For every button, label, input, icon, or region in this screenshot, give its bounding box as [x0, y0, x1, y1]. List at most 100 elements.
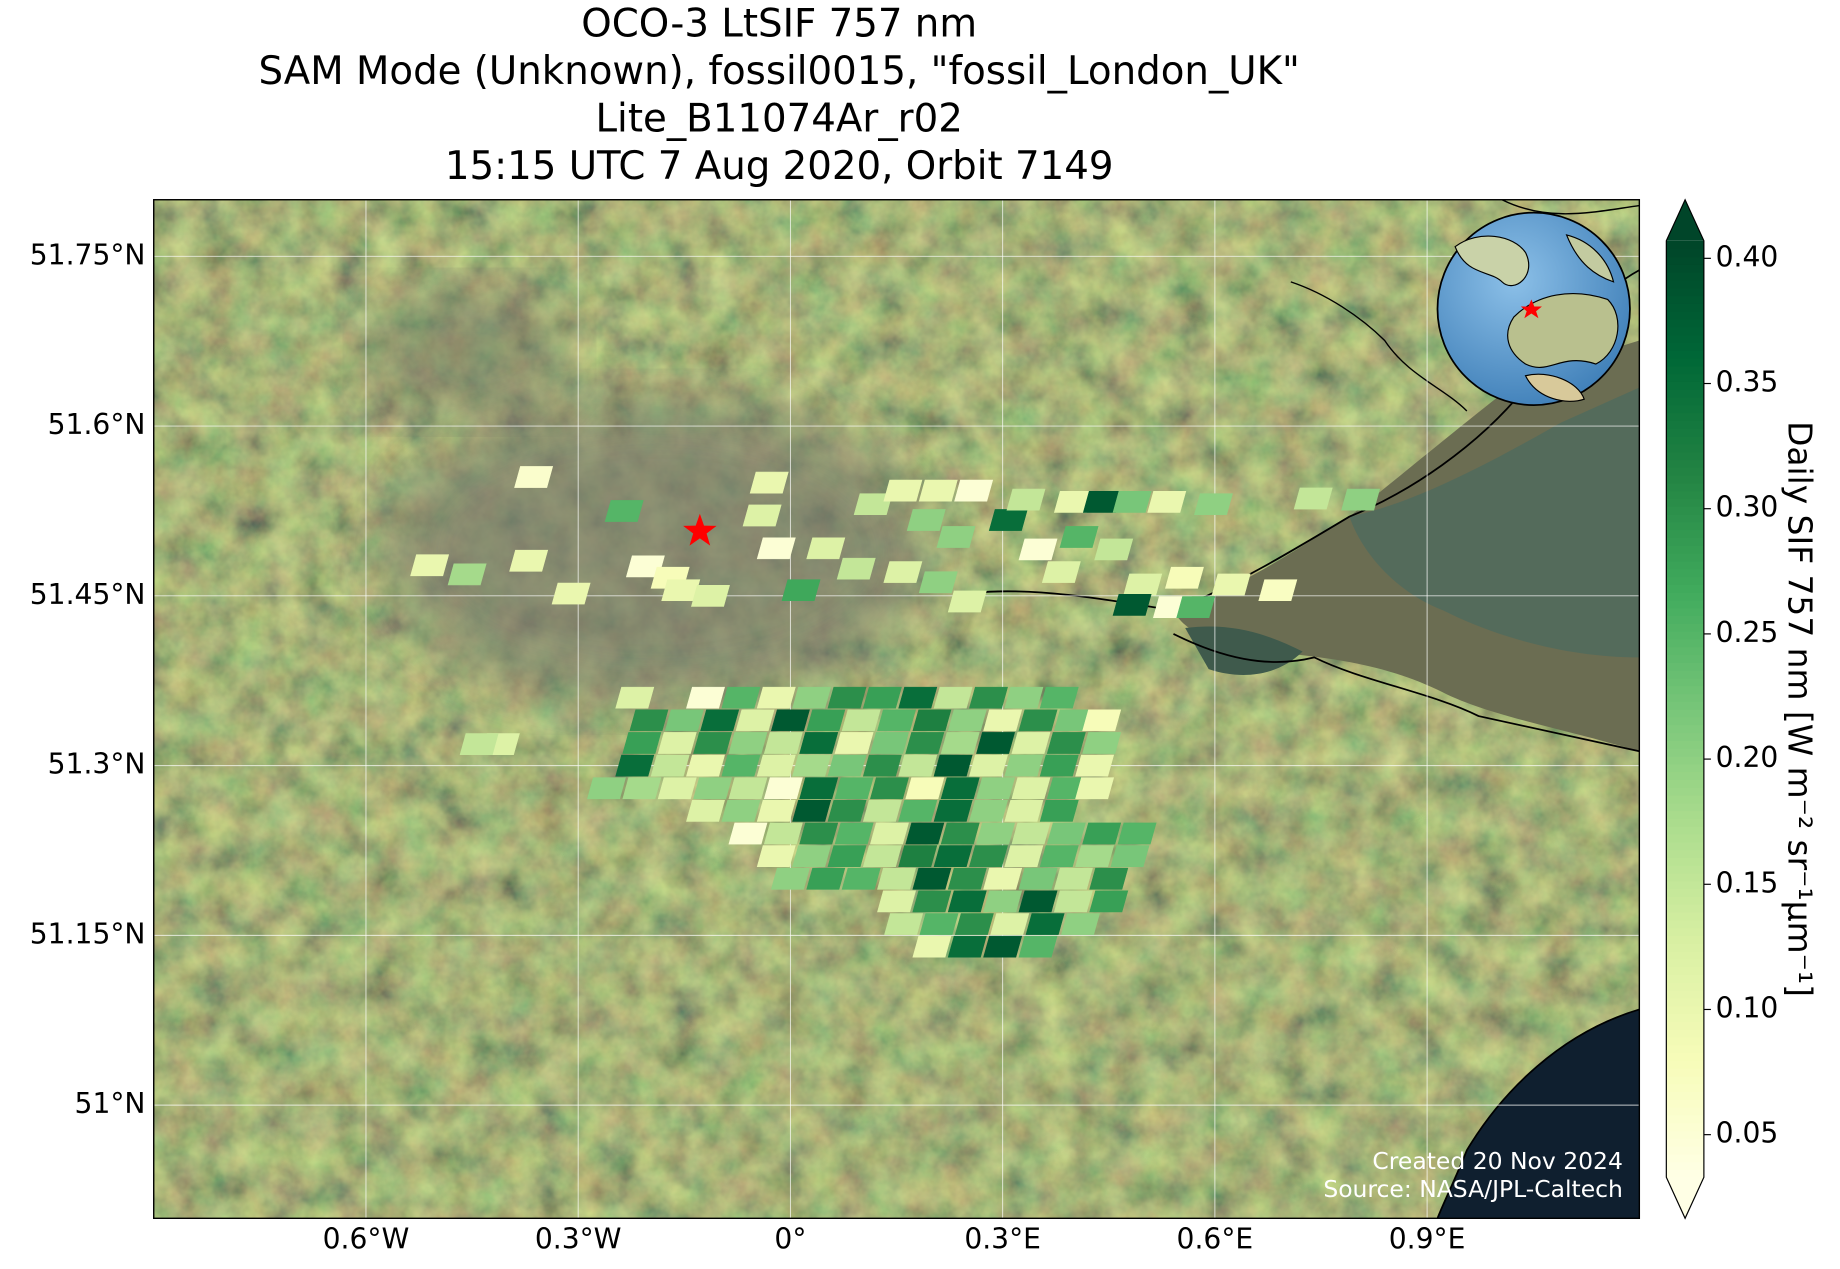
sif-footprint [933, 686, 973, 709]
sif-footprint [1075, 845, 1115, 867]
colorbar-segment [1666, 849, 1704, 858]
sif-footprint [877, 709, 916, 732]
colorbar-segment [1666, 576, 1704, 585]
sif-footprint [905, 732, 945, 754]
sif-footprint [834, 732, 874, 754]
sif-footprint [940, 777, 980, 800]
chart-title: OCO-3 LtSIF 757 nm [581, 2, 977, 47]
colorbar-segment [1666, 272, 1704, 281]
colorbar-segment [1666, 404, 1704, 414]
colorbar-segment [1666, 865, 1704, 874]
sif-footprint [1059, 526, 1099, 548]
colorbar-segment [1666, 896, 1704, 905]
sif-footprint [906, 509, 946, 531]
colorbar-segment [1666, 1036, 1704, 1046]
colorbar-tick-label: 0.15 [1716, 866, 1779, 899]
colorbar-tick-label: 0.05 [1716, 1117, 1779, 1150]
y-tick-label: 51°N [75, 1087, 146, 1120]
colorbar-segment [1666, 1106, 1704, 1116]
sif-footprint [756, 537, 796, 560]
sif-footprint [834, 822, 874, 845]
sif-footprint [827, 754, 867, 777]
sif-footprint [836, 557, 876, 580]
sif-footprint [841, 709, 881, 732]
sif-footprint [1011, 732, 1051, 754]
colorbar-tick-label: 0.35 [1716, 366, 1779, 399]
colorbar-segment [1666, 989, 1704, 999]
sif-footprint [1061, 913, 1100, 935]
basemap [153, 199, 1640, 1219]
sif-footprint [721, 800, 761, 822]
sif-footprint [983, 935, 1023, 958]
sif-footprint [1004, 845, 1044, 867]
colorbar-segment [1666, 857, 1704, 866]
sif-footprint [827, 686, 867, 709]
sif-footprint [661, 579, 701, 602]
colorbar-segment [1666, 591, 1704, 601]
sif-footprint [976, 732, 1016, 754]
sif-footprint [756, 754, 796, 777]
sif-footprint [976, 777, 1016, 800]
sif-footprint [947, 590, 987, 613]
colorbar-segment [1666, 1169, 1704, 1178]
colorbar-segment [1666, 787, 1704, 796]
colorbar-segment [1666, 240, 1704, 250]
colorbar-segment [1666, 943, 1704, 952]
sif-footprint [969, 800, 1008, 822]
colorbar-segment [1666, 919, 1704, 929]
sif-footprint [1341, 488, 1381, 511]
sif-footprint [1053, 867, 1093, 890]
colorbar-segment [1666, 1130, 1704, 1139]
colorbar-segment [1666, 295, 1704, 304]
sif-footprint [792, 686, 832, 709]
colorbar-segment [1666, 826, 1704, 835]
sif-footprint [728, 822, 768, 845]
sif-footprint [1011, 822, 1051, 845]
sif-footprint [1117, 822, 1157, 845]
sif-footprint [841, 867, 881, 890]
colorbar-segment [1666, 872, 1704, 882]
colorbar-segment [1666, 997, 1704, 1007]
sif-footprint [1075, 754, 1115, 777]
x-tick-label: 0.3°E [964, 1223, 1041, 1256]
colorbar-segment [1666, 1083, 1704, 1093]
sif-footprint [728, 777, 768, 800]
colorbar-segment [1666, 654, 1704, 663]
sif-footprint [870, 777, 909, 800]
sif-footprint [1018, 867, 1058, 890]
colorbar-segment [1666, 1091, 1704, 1100]
colorbar-segment [1666, 1044, 1704, 1054]
sif-footprint [763, 777, 803, 800]
sif-footprint [1147, 491, 1187, 513]
colorbar-segment [1666, 357, 1704, 367]
colorbar-segment [1666, 833, 1704, 843]
colorbar-segment [1666, 521, 1704, 531]
colorbar-segment [1666, 623, 1704, 632]
sif-footprint [1041, 561, 1081, 583]
colorbar-segment [1666, 451, 1704, 461]
sif-footprint [933, 754, 973, 777]
colorbar-segment [1666, 412, 1704, 421]
sif-footprint [1039, 686, 1079, 709]
colorbar-extend [1666, 1177, 1704, 1219]
credit: Created 20 Nov 2024 [1372, 1147, 1622, 1175]
colorbar-outline [1665, 198, 1705, 1220]
sif-footprint [1112, 491, 1152, 513]
sif-footprint [933, 845, 973, 867]
sif-footprint [686, 686, 725, 709]
colorbar-segment [1666, 311, 1704, 320]
colorbar-segment [1666, 560, 1704, 570]
colorbar-segment [1666, 904, 1704, 913]
sif-footprint [1082, 822, 1122, 845]
colorbar-segment [1666, 1075, 1704, 1085]
sif-footprint [1176, 596, 1216, 619]
colorbar-segment [1666, 506, 1704, 515]
colorbar-tick-label: 0.20 [1716, 741, 1779, 774]
colorbar-segment [1666, 599, 1704, 609]
colorbar-segment [1666, 950, 1704, 960]
sif-footprint [912, 867, 952, 890]
colorbar-segment [1666, 748, 1704, 757]
colorbar-segment [1666, 966, 1704, 976]
colorbar-segment [1666, 1138, 1704, 1147]
colorbar-segment [1666, 1122, 1704, 1132]
